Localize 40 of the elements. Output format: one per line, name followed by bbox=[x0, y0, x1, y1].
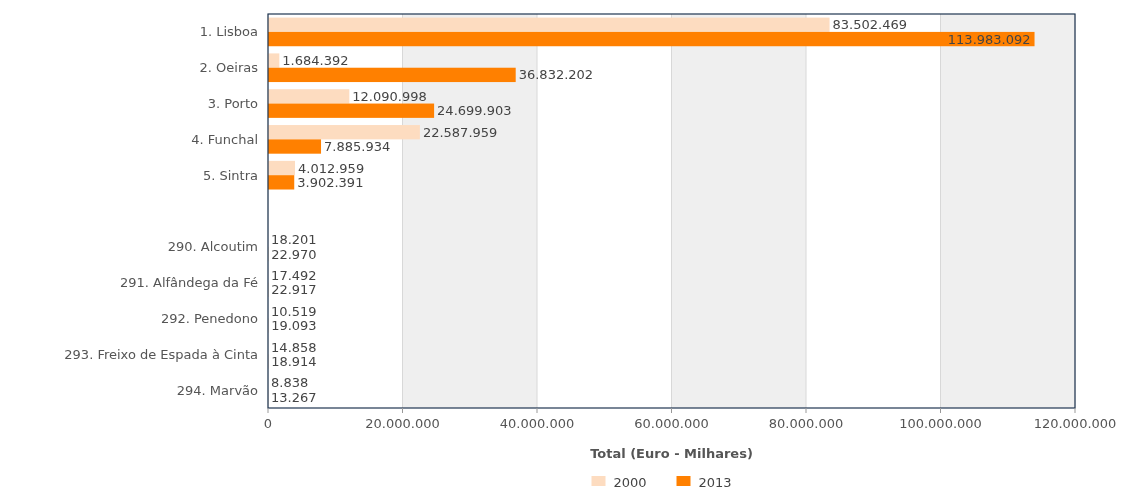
data-label: 12.090.998 bbox=[352, 88, 427, 104]
data-label: 7.885.934 bbox=[324, 139, 391, 155]
data-label: 4.012.959 bbox=[297, 160, 365, 176]
data-label: 22.970 bbox=[271, 246, 317, 262]
y-tick-label: 1. Lisboa bbox=[199, 24, 258, 40]
data-label: 10.519 bbox=[271, 303, 317, 319]
data-label: 22.587.959 bbox=[422, 124, 498, 140]
x-tick-label: 60.000.000 bbox=[634, 416, 709, 431]
y-tick-label: 5. Sintra bbox=[202, 167, 258, 183]
legend-label: 2000 bbox=[613, 474, 647, 490]
data-label: 36.832.202 bbox=[518, 67, 594, 83]
y-tick-label: 291. Alfândega da Fé bbox=[119, 275, 258, 291]
y-tick-label: 3. Porto bbox=[207, 96, 259, 112]
data-label: 18.201 bbox=[271, 232, 317, 248]
x-tick-label: 0 bbox=[263, 416, 273, 431]
y-tick-label: 4. Funchal bbox=[191, 131, 258, 147]
x-tick-label: 40.000.000 bbox=[499, 416, 575, 431]
data-label: 13.267 bbox=[271, 389, 317, 405]
data-label: 17.492 bbox=[271, 268, 317, 284]
data-label: 19.093 bbox=[271, 318, 317, 334]
data-label: 18.914 bbox=[271, 353, 317, 369]
y-tick-label: 292. Penedono bbox=[160, 311, 259, 326]
data-label: 3.902.391 bbox=[297, 174, 364, 190]
data-label: 1.684.392 bbox=[282, 53, 349, 69]
y-tick-label: 294. Marvão bbox=[176, 382, 259, 398]
data-label: 24.699.903 bbox=[437, 103, 512, 119]
data-label: 22.917 bbox=[271, 282, 317, 298]
data-label: 8.838 bbox=[271, 375, 309, 391]
y-tick-label: 293. Freixo de Espada à Cinta bbox=[64, 346, 258, 362]
data-label: 14.858 bbox=[271, 339, 317, 355]
x-tick-label: 100.000.000 bbox=[899, 416, 982, 431]
x-tick-label: 80.000.000 bbox=[768, 416, 844, 431]
x-axis-title: Total (Euro - Milhares) bbox=[590, 446, 753, 461]
y-tick-label: 290. Alcoutim bbox=[167, 239, 258, 255]
legend-label: 2013 bbox=[698, 474, 732, 490]
x-tick-label: 20.000.000 bbox=[365, 416, 440, 431]
y-tick-label: 2. Oeiras bbox=[199, 60, 259, 76]
data-label: 113.983.092 bbox=[947, 31, 1031, 47]
x-tick-label: 120.000.000 bbox=[1033, 416, 1117, 431]
data-label: 83.502.469 bbox=[832, 17, 907, 33]
